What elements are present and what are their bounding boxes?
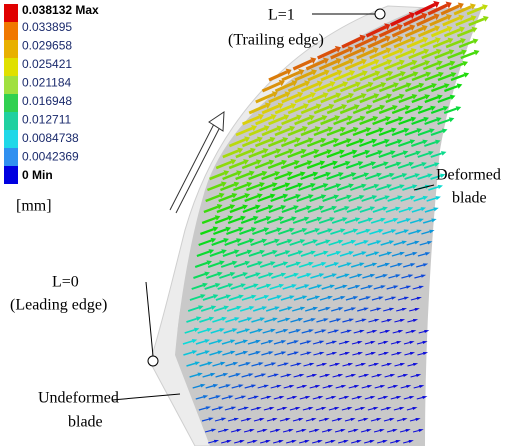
legend-swatch <box>4 148 18 166</box>
unit: [mm] <box>16 198 52 215</box>
annotation: (Trailing edge) <box>228 32 324 49</box>
figure: 0.033895 0.029658 0.025421 0.021184 0.016948… <box>0 0 525 446</box>
legend-swatch <box>4 4 18 22</box>
legend-level: 0.012711 <box>22 113 71 127</box>
legend-level: 0.0084738 <box>22 131 79 145</box>
legend-swatch <box>4 22 18 40</box>
legend-swatch <box>4 76 18 94</box>
displacement-arrow-head <box>438 185 443 189</box>
annotation: blade <box>452 190 487 207</box>
leader-line <box>146 282 153 356</box>
annotation: Deformed <box>436 167 501 184</box>
legend-swatch <box>4 58 18 76</box>
legend-level: 0.0042369 <box>22 150 79 164</box>
legend-swatch <box>4 166 18 184</box>
annotation: blade <box>68 414 103 431</box>
legend-level: 0.021184 <box>22 76 71 90</box>
marker <box>375 9 385 19</box>
legend-min: 0 Min <box>22 168 53 182</box>
marker <box>148 356 158 366</box>
annotation: (Leading edge) <box>10 297 107 314</box>
legend-max: 0.038132 Max <box>22 3 99 17</box>
displacement-field <box>183 1 489 443</box>
displacement-arrow-head <box>435 196 440 200</box>
legend: 0.033895 0.029658 0.025421 0.021184 0.016948… <box>4 4 79 184</box>
annotation: Undeformed <box>38 390 119 407</box>
displacement-arrow-head <box>441 151 446 155</box>
legend-swatch <box>4 130 18 148</box>
legend-level: 0.029658 <box>22 39 72 53</box>
legend-swatch <box>4 112 18 130</box>
legend-swatch <box>4 40 18 58</box>
legend-level: 0.025421 <box>22 57 72 71</box>
annotation: L=0 <box>52 274 79 291</box>
legend-swatch <box>4 94 18 112</box>
deformed-blade <box>175 8 482 446</box>
flow-arrow-head <box>209 112 224 131</box>
legend-level: 0.016948 <box>22 94 72 108</box>
legend-level: 0.033895 <box>22 20 72 34</box>
annotation: L=1 <box>268 7 295 24</box>
